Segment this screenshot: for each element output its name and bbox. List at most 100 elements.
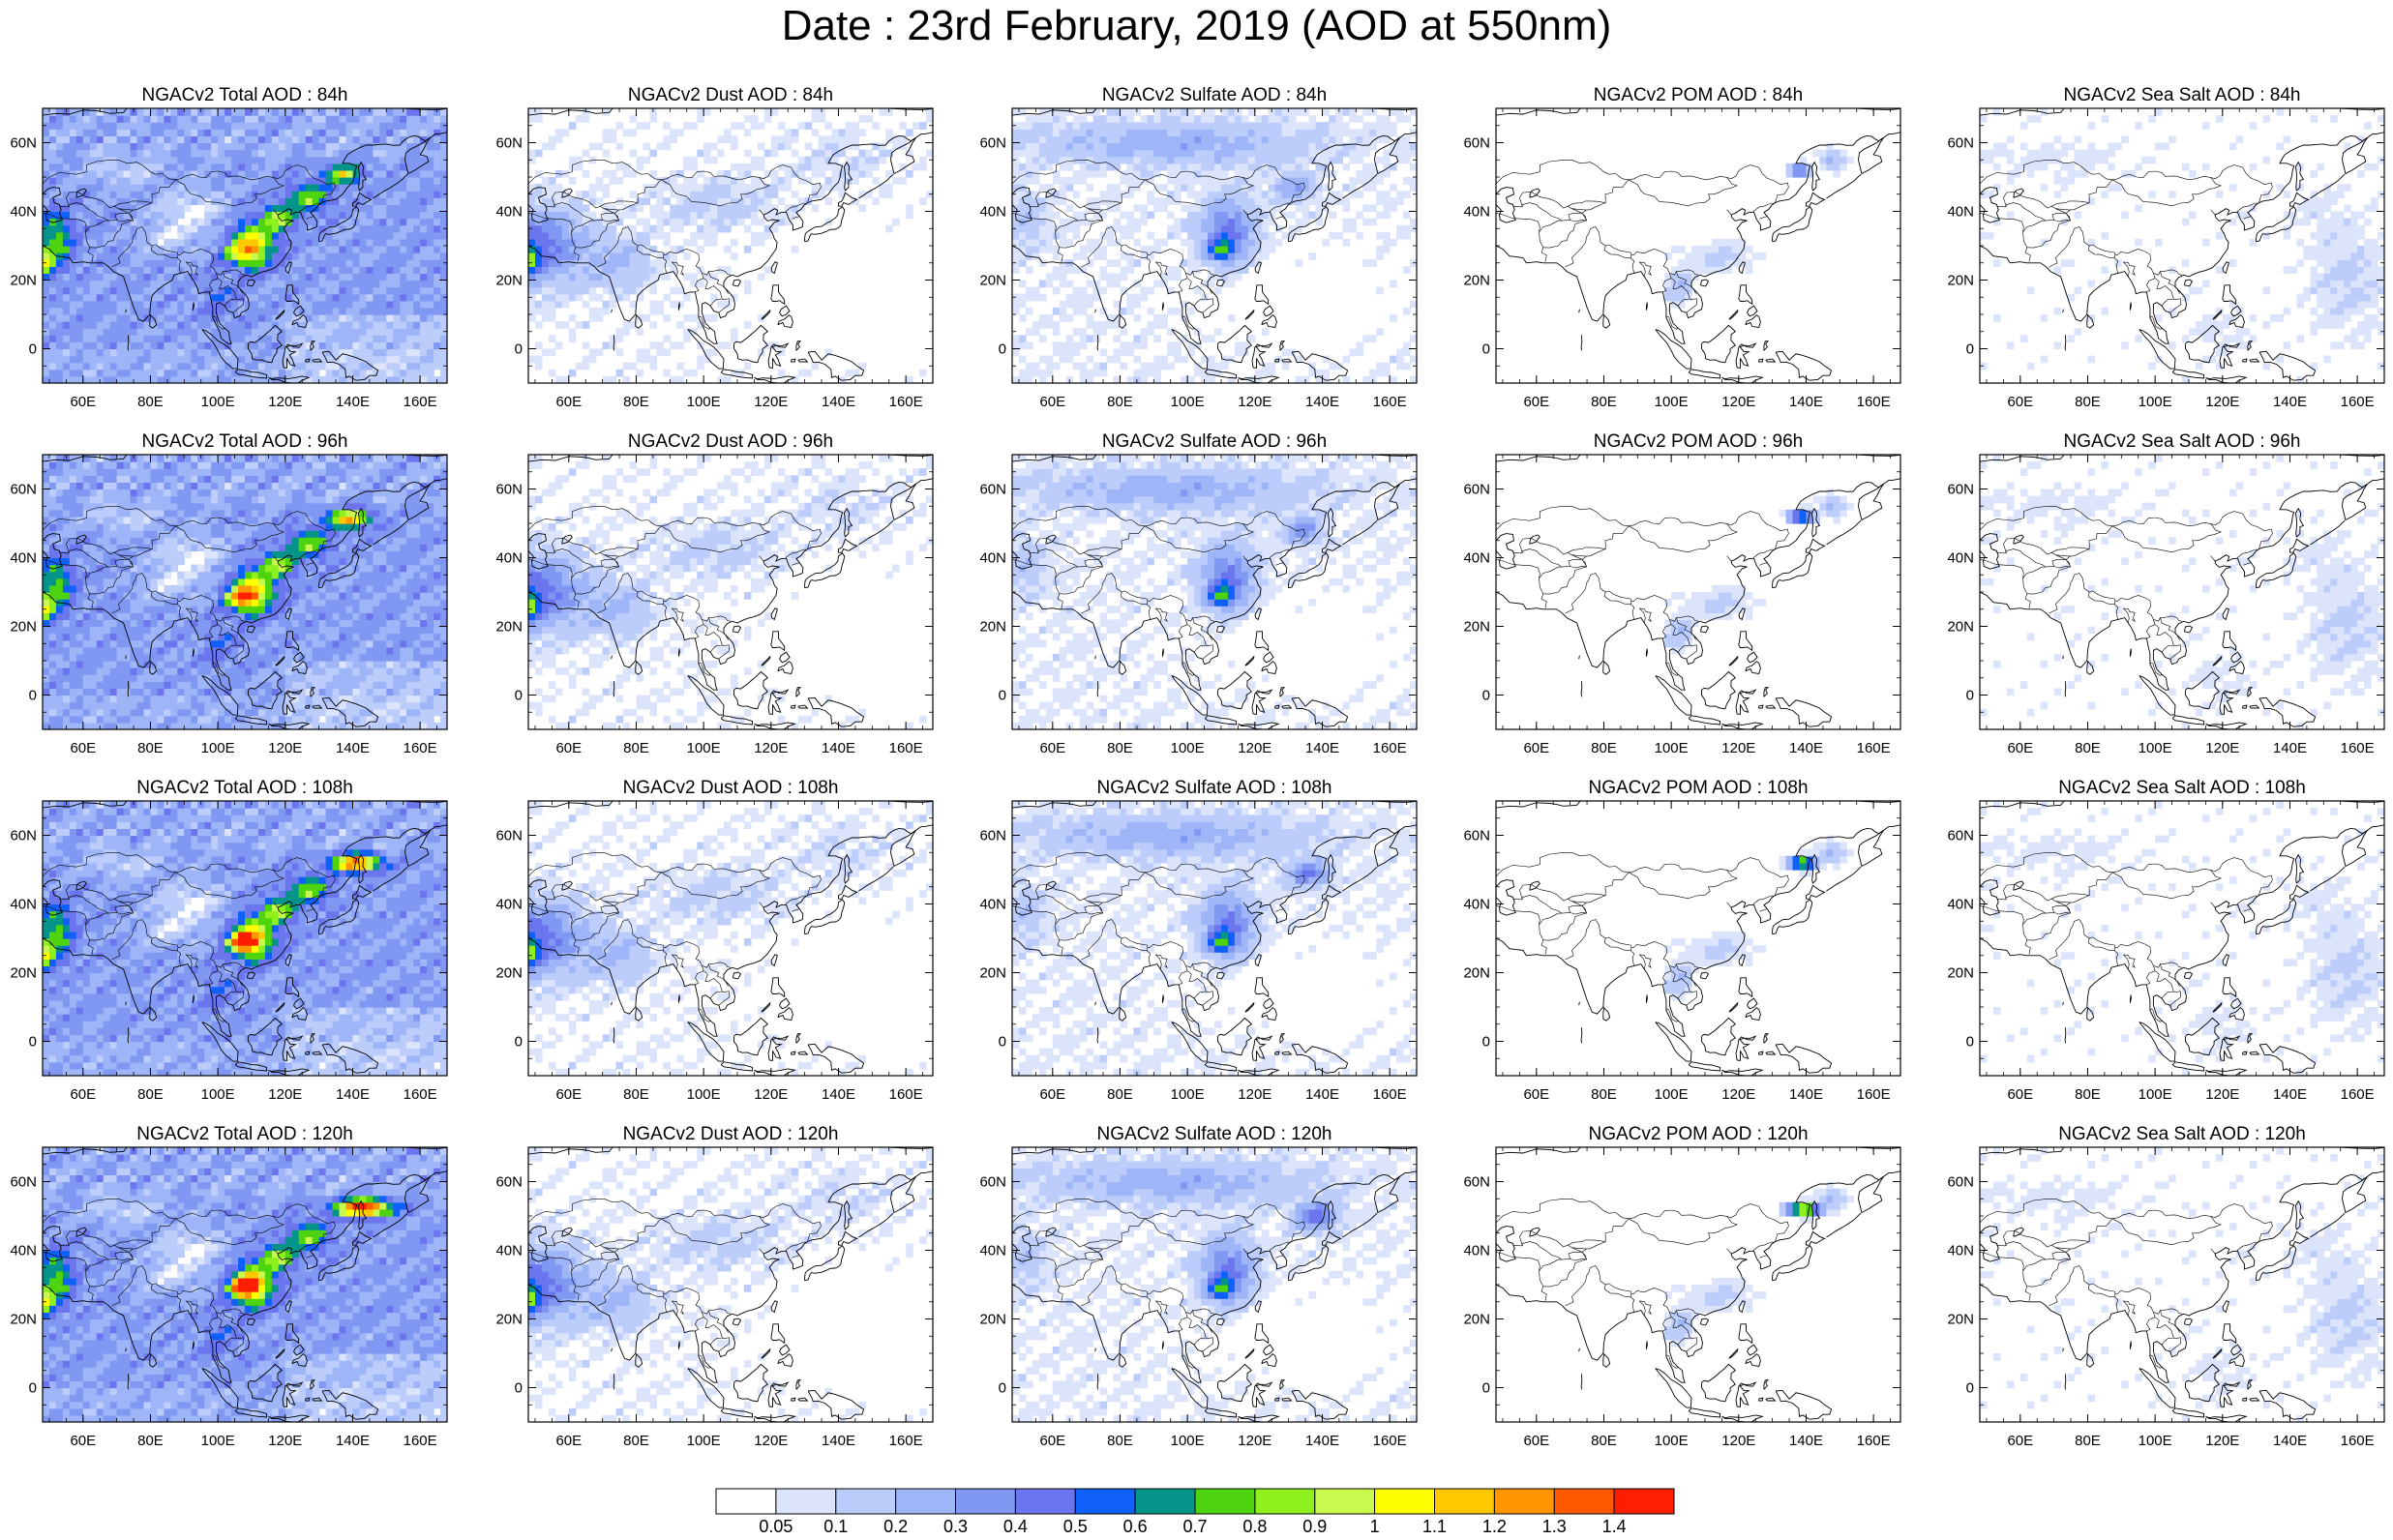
lat-tick-label: 0 [1482, 1380, 1490, 1397]
colorbar-label: 0.4 [1003, 1517, 1028, 1536]
colorbar-box [1075, 1489, 1135, 1514]
lat-tick-label: 40N [10, 550, 37, 567]
lat-tick-label: 40N [979, 1243, 1006, 1259]
lon-tick-label: 60E [555, 394, 582, 410]
lon-tick-label: 140E [822, 394, 855, 410]
lon-tick-label: 120E [268, 394, 302, 410]
lon-tick-label: 140E [1305, 1086, 1339, 1103]
lon-tick-label: 60E [1523, 1086, 1549, 1103]
lat-tick-label: 40N [979, 204, 1006, 221]
lon-tick-label: 120E [754, 740, 788, 756]
lon-tick-label: 100E [201, 394, 235, 410]
lon-tick-label: 80E [137, 1086, 164, 1103]
lat-tick-label: 0 [1966, 1380, 1974, 1397]
lon-tick-label: 100E [687, 1433, 721, 1449]
lon-tick-label: 80E [2075, 394, 2101, 410]
lat-tick-label: 60N [495, 1174, 523, 1191]
panel-title: NGACv2 POM AOD : 84h [1496, 85, 1900, 106]
lat-tick-label: 60N [1947, 1174, 1974, 1191]
lat-tick-label: 40N [979, 897, 1006, 913]
lat-tick-label: 60N [1947, 482, 1974, 498]
lat-tick-label: 20N [1463, 273, 1490, 289]
panel-title: NGACv2 POM AOD : 96h [1496, 431, 1900, 453]
lat-tick-label: 0 [1482, 341, 1490, 358]
lat-tick-label: 60N [10, 1174, 37, 1191]
lon-tick-label: 120E [2205, 740, 2239, 756]
lon-tick-label: 120E [1238, 394, 1271, 410]
lon-tick-label: 120E [268, 1433, 302, 1449]
lon-tick-label: 100E [201, 1086, 235, 1103]
panel-title: NGACv2 Sulfate AOD : 108h [1012, 778, 1417, 799]
lon-tick-label: 80E [1107, 1086, 1133, 1103]
lon-tick-label: 120E [1238, 1433, 1271, 1449]
lon-tick-label: 140E [2273, 740, 2307, 756]
lat-tick-label: 20N [495, 965, 523, 982]
colorbar-label: 0.8 [1242, 1517, 1267, 1536]
lon-tick-label: 120E [754, 394, 788, 410]
colorbar-box [1494, 1489, 1554, 1514]
colorbar-box [716, 1489, 776, 1514]
colorbar-label: 0.6 [1123, 1517, 1148, 1536]
colorbar-label: 1.3 [1542, 1517, 1567, 1536]
lon-tick-label: 160E [2341, 740, 2375, 756]
lon-tick-label: 140E [822, 1086, 855, 1103]
lon-tick-label: 60E [1039, 394, 1065, 410]
colorbar-box [836, 1489, 896, 1514]
lon-tick-label: 140E [1789, 1433, 1823, 1449]
lon-tick-label: 100E [1655, 740, 1689, 756]
lon-tick-label: 80E [1107, 394, 1133, 410]
lon-tick-label: 160E [404, 394, 437, 410]
lon-tick-label: 140E [2273, 394, 2307, 410]
lon-tick-label: 140E [1789, 740, 1823, 756]
lat-tick-label: 20N [979, 273, 1006, 289]
lon-tick-label: 140E [1305, 1433, 1339, 1449]
lon-tick-label: 160E [889, 1433, 923, 1449]
lat-tick-label: 20N [10, 1312, 37, 1328]
lat-tick-label: 60N [10, 135, 37, 152]
colorbar-label: 1.4 [1602, 1517, 1627, 1536]
lat-tick-label: 60N [10, 482, 37, 498]
panel-title: NGACv2 POM AOD : 120h [1496, 1124, 1900, 1145]
lon-tick-label: 60E [2007, 394, 2033, 410]
lon-tick-label: 80E [2075, 1086, 2101, 1103]
panel-title: NGACv2 Total AOD : 84h [43, 85, 447, 106]
lon-tick-label: 80E [1591, 394, 1617, 410]
lat-tick-label: 40N [1463, 897, 1490, 913]
colorbar-label: 0.05 [759, 1517, 793, 1536]
lon-tick-label: 60E [1039, 1086, 1065, 1103]
lon-tick-label: 100E [2139, 1433, 2172, 1449]
lon-tick-label: 120E [2205, 394, 2239, 410]
lon-tick-label: 100E [2139, 1086, 2172, 1103]
colorbar-box [1135, 1489, 1195, 1514]
lon-tick-label: 140E [1789, 394, 1823, 410]
panel-title: NGACv2 Dust AOD : 120h [528, 1124, 933, 1145]
lon-tick-label: 80E [2075, 740, 2101, 756]
lon-tick-label: 160E [404, 1433, 437, 1449]
lat-tick-label: 40N [495, 550, 523, 567]
lon-tick-label: 160E [1857, 1086, 1891, 1103]
lat-tick-label: 0 [1966, 1034, 1974, 1051]
lon-tick-label: 80E [1591, 740, 1617, 756]
colorbar-box [1195, 1489, 1255, 1514]
colorbar-label: 0.7 [1182, 1517, 1207, 1536]
lon-tick-label: 100E [201, 1433, 235, 1449]
lat-tick-label: 0 [515, 688, 523, 704]
lon-tick-label: 140E [1305, 394, 1339, 410]
lat-tick-label: 20N [495, 273, 523, 289]
colorbar-label: 1 [1370, 1517, 1380, 1536]
lon-tick-label: 60E [70, 1086, 96, 1103]
